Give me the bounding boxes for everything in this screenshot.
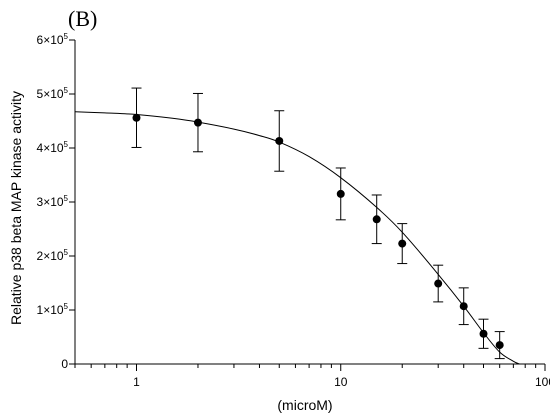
x-tick-label: 100 xyxy=(535,375,550,389)
data-point xyxy=(459,302,468,311)
y-tick-label: 4×105 xyxy=(37,140,69,155)
data-point xyxy=(372,215,381,224)
data-point xyxy=(398,239,407,248)
axes: 1 10 100 0 1×105 2×105 3×105 4×105 5×105 6×105 xyxy=(37,32,550,389)
y-ticks: 0 1×105 2×105 3×105 4×105 5×105 6×105 xyxy=(37,32,75,371)
y-tick-label: 1×105 xyxy=(37,302,69,317)
data-point xyxy=(495,341,504,350)
y-axis-title: Relative p38 beta MAP kinase activity xyxy=(8,91,24,325)
y-tick-label: 0 xyxy=(61,357,68,371)
data-point xyxy=(132,113,141,122)
y-tick-label: 3×105 xyxy=(37,194,69,209)
y-tick-label: 5×105 xyxy=(37,86,69,101)
error-bars xyxy=(131,87,505,360)
data-points xyxy=(132,113,504,350)
fit-curve xyxy=(74,111,520,365)
data-point xyxy=(434,279,443,288)
y-tick-label: 6×105 xyxy=(37,32,69,47)
data-point xyxy=(336,189,345,198)
x-tick-label: 1 xyxy=(133,375,140,389)
data-point xyxy=(193,118,202,127)
plot-area xyxy=(74,87,520,365)
x-axis-title: (microM) xyxy=(277,397,332,413)
data-point xyxy=(479,329,488,338)
data-point xyxy=(275,136,284,145)
y-tick-label: 2×105 xyxy=(37,248,69,263)
panel-label: (B) xyxy=(68,6,97,31)
x-tick-label: 10 xyxy=(334,375,348,389)
x-ticks: 1 10 100 xyxy=(74,364,550,389)
